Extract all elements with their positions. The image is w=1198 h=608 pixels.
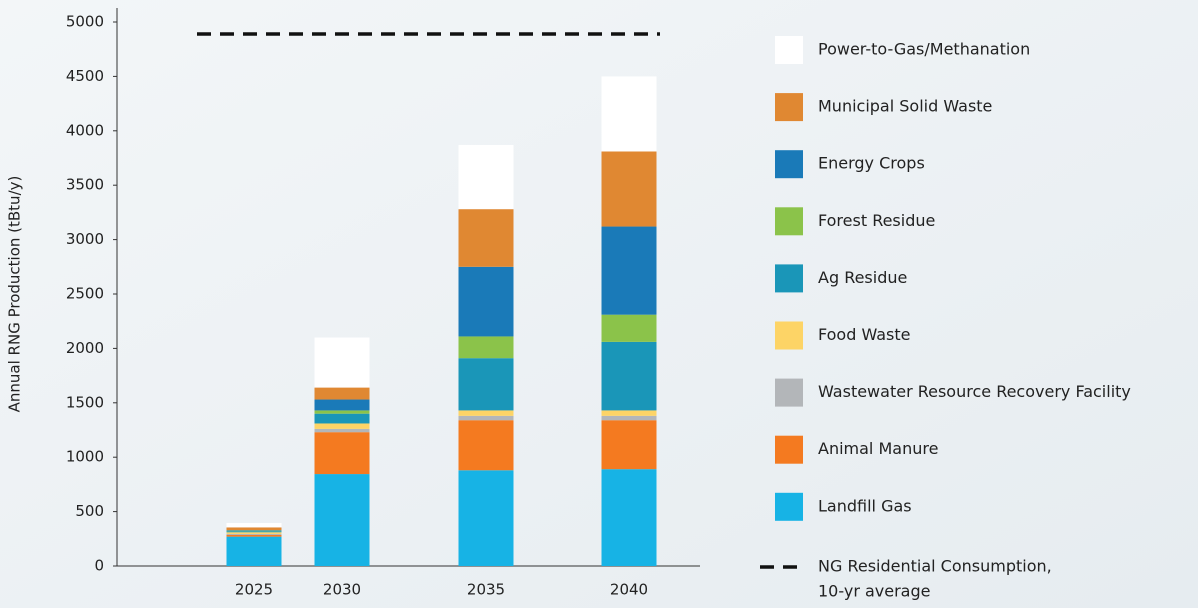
bar-segment xyxy=(601,415,657,421)
bar-segment xyxy=(314,428,370,433)
bar-segment xyxy=(601,469,657,566)
bar-segment xyxy=(314,413,370,424)
legend-swatch xyxy=(775,321,803,350)
x-tick-label: 2035 xyxy=(467,581,505,599)
y-tick-label: 5000 xyxy=(66,13,104,31)
legend: Landfill Gas Animal Manure Wastewater Reso… xyxy=(760,36,1131,601)
bar-segment xyxy=(226,530,282,531)
bar-segment xyxy=(458,209,514,267)
legend-swatch xyxy=(775,36,803,64)
bar-segment xyxy=(458,410,514,416)
bar-segment xyxy=(314,399,370,411)
bar-segment xyxy=(601,151,657,227)
y-tick-label: 1500 xyxy=(66,393,104,411)
y-tick-label: 4000 xyxy=(66,121,104,139)
bar-segment xyxy=(226,532,282,534)
bar-segment xyxy=(226,530,282,532)
legend-label: Power-to-Gas/Methanation xyxy=(818,40,1030,59)
x-tick-label: 2040 xyxy=(610,581,648,599)
y-tick-label: 0 xyxy=(94,557,104,575)
legend-label: Food Waste xyxy=(818,325,911,344)
bar-segment xyxy=(458,144,514,210)
y-tick-label: 3500 xyxy=(66,176,104,194)
legend-label: NG Residential Consumption, xyxy=(818,557,1052,576)
y-tick-label: 4500 xyxy=(66,67,104,85)
bar-segment xyxy=(314,423,370,429)
legend-label: Energy Crops xyxy=(818,154,925,173)
bar-segment xyxy=(226,523,282,528)
legend-label: Ag Residue xyxy=(818,268,907,287)
legend-swatch xyxy=(775,207,803,236)
bar-segment xyxy=(601,341,657,411)
x-tick-label: 2030 xyxy=(323,581,361,599)
x-tick-label: 2025 xyxy=(235,581,273,599)
legend-label: 10-yr average xyxy=(818,582,930,601)
legend-label: Municipal Solid Waste xyxy=(818,97,992,116)
bar-segment xyxy=(226,527,282,531)
bar-segment xyxy=(314,387,370,400)
bar-segment xyxy=(226,534,282,537)
legend-label: Wastewater Resource Recovery Facility xyxy=(818,382,1131,401)
bar-segment xyxy=(601,420,657,470)
legend-swatch xyxy=(775,264,803,293)
bar-segment xyxy=(314,410,370,414)
bar-segment xyxy=(601,314,657,342)
bar-segment xyxy=(601,410,657,416)
y-tick-label: 1000 xyxy=(66,448,104,466)
legend-label: Animal Manure xyxy=(818,439,938,458)
bar-segment xyxy=(314,474,370,566)
legend-label: Landfill Gas xyxy=(818,496,912,515)
bar-segment xyxy=(458,266,514,337)
bar-segment xyxy=(226,533,282,535)
y-tick-label: 2000 xyxy=(66,339,104,357)
y-tick-label: 3000 xyxy=(66,230,104,248)
legend-swatch xyxy=(775,378,803,407)
y-axis-label: Annual RNG Production (tBtu/y) xyxy=(6,176,24,413)
bar-segment xyxy=(314,432,370,475)
bar-segment xyxy=(226,531,282,533)
bar-segment xyxy=(458,336,514,359)
bar-segment xyxy=(314,337,370,388)
legend-swatch xyxy=(775,93,803,122)
bar-segment xyxy=(601,76,657,152)
bar-segment xyxy=(458,415,514,421)
legend-swatch xyxy=(775,492,803,521)
bar-segment xyxy=(601,226,657,315)
legend-swatch xyxy=(775,435,803,464)
bar-segment xyxy=(226,536,282,566)
bar-segment xyxy=(458,470,514,566)
bar-segment xyxy=(458,358,514,411)
legend-swatch xyxy=(775,150,803,179)
y-tick-label: 500 xyxy=(75,502,104,520)
legend-label: Forest Residue xyxy=(818,211,935,230)
bar-segment xyxy=(458,420,514,471)
y-tick-label: 2500 xyxy=(66,285,104,303)
